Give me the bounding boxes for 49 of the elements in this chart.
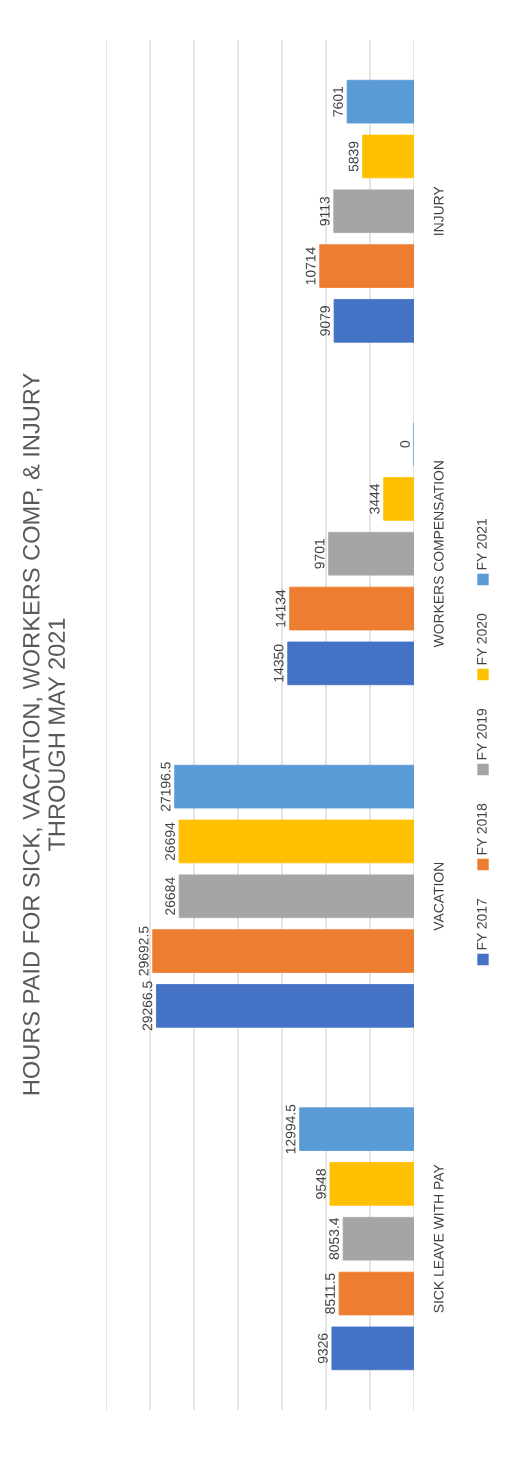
- data-label: 26684: [165, 877, 176, 915]
- bar: [333, 299, 414, 343]
- bar: [328, 531, 414, 576]
- y-tick-label: SICK LEAVE WITH PAY: [433, 1164, 444, 1313]
- y-tick-label: INJURY: [433, 186, 444, 235]
- text: FY 2018: [476, 803, 487, 855]
- data-label: 14134: [275, 589, 286, 627]
- data-label: 10714: [305, 247, 316, 285]
- bar: [287, 641, 414, 686]
- text: FY 2020: [476, 613, 487, 665]
- text: FY 2019: [476, 708, 487, 760]
- text: HOURS PAID FOR SICK, VACATION, WORKERS COMP, & INJURY THROUGH MAY 2021: [22, 373, 66, 1095]
- data-label: 12994.5: [285, 1104, 296, 1154]
- data-label: 9548: [316, 1169, 326, 1199]
- data-label: 14350: [273, 644, 284, 682]
- bar: [319, 244, 414, 288]
- data-label: 29692.5: [138, 926, 149, 976]
- bar: [383, 477, 414, 521]
- bar: [329, 1162, 414, 1206]
- bar: [174, 764, 414, 809]
- bar: [299, 1107, 414, 1151]
- data-label: 5839: [348, 141, 359, 172]
- bar: [362, 134, 414, 179]
- data-label: 8511.5: [325, 1273, 335, 1314]
- bar: [178, 819, 414, 864]
- bar: [331, 1326, 414, 1371]
- data-label: 0: [400, 440, 410, 448]
- bar: [342, 1216, 414, 1261]
- data-label: 9326: [317, 1333, 328, 1364]
- bar: [346, 79, 414, 124]
- data-label: 9079: [320, 306, 330, 336]
- text: FY 2021: [476, 518, 487, 570]
- data-label: 8053.4: [329, 1217, 339, 1260]
- data-label: 9113: [319, 196, 330, 226]
- bar: [156, 984, 414, 1028]
- data-label: 27196.5: [160, 762, 171, 812]
- bar: [338, 1271, 414, 1316]
- bar: [152, 929, 414, 973]
- bar: [333, 189, 414, 234]
- data-label: 7601: [333, 86, 343, 117]
- y-tick-label: WORKERS COMPENSATION: [433, 461, 444, 648]
- data-label: 9701: [314, 538, 325, 569]
- data-label: 3444: [369, 483, 380, 514]
- bar: [289, 586, 414, 631]
- data-label: 26694: [165, 822, 175, 861]
- y-tick-label: VACATION: [433, 862, 444, 931]
- bar: [178, 874, 414, 919]
- data-label: 29266.5: [142, 981, 153, 1031]
- text: FY 2017: [476, 898, 487, 950]
